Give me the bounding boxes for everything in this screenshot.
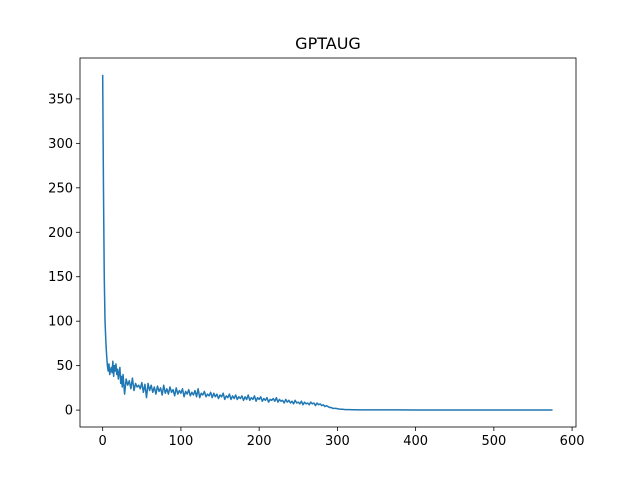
x-axis: 0 100 200 300 400 500 600 (99, 427, 585, 449)
x-tick-label: 600 (560, 434, 585, 449)
y-tick-label: 100 (48, 315, 73, 330)
y-tick-label: 250 (48, 181, 73, 196)
series-line-0 (101, 74, 553, 411)
y-axis: 0 50 100 150 200 250 300 350 (48, 92, 80, 419)
y-tick-label: 0 (65, 404, 73, 419)
chart-title: GPTAUG (295, 34, 361, 53)
y-tick-label: 150 (48, 270, 73, 285)
x-tick-label: 200 (247, 434, 272, 449)
x-tick-label: 400 (403, 434, 428, 449)
plot-area (101, 74, 553, 411)
x-tick-label: 0 (99, 434, 107, 449)
x-tick-label: 100 (169, 434, 194, 449)
y-tick-label: 50 (56, 359, 73, 374)
y-tick-label: 200 (48, 226, 73, 241)
axes-frame (79, 57, 577, 428)
x-tick-label: 300 (325, 434, 350, 449)
y-tick-label: 350 (48, 92, 73, 107)
x-tick-label: 500 (481, 434, 506, 449)
y-tick-label: 300 (48, 137, 73, 152)
